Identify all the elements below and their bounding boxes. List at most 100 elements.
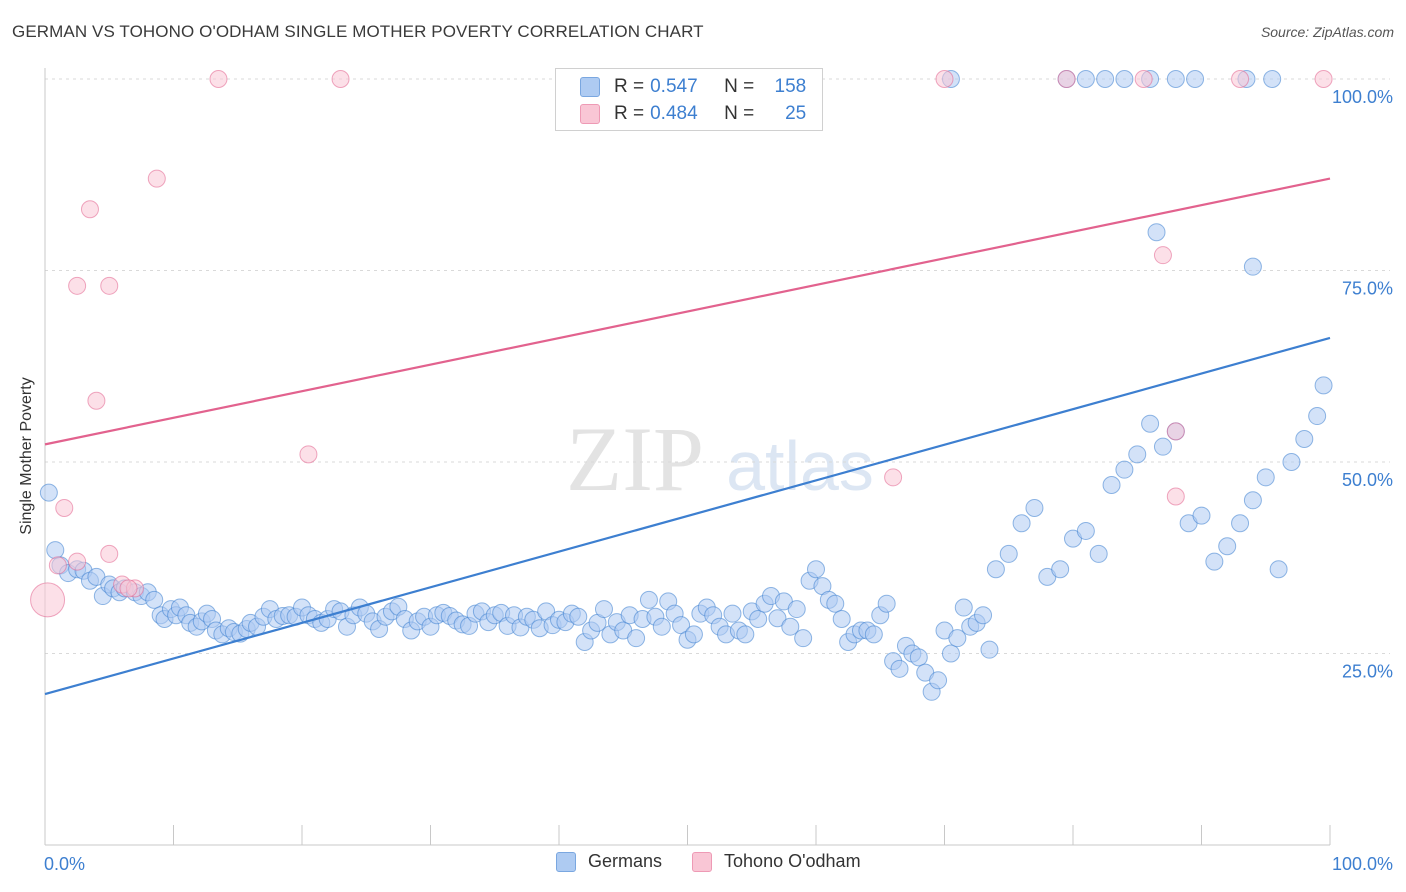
tohono-point xyxy=(1057,70,1076,88)
germans-point xyxy=(1282,453,1301,471)
legend-item-tohono[interactable]: Tohono O'odham xyxy=(692,851,861,872)
germans-point xyxy=(980,640,999,659)
tohono-point xyxy=(30,582,66,618)
tohono-point xyxy=(884,468,903,487)
germans-point xyxy=(941,644,960,663)
germans-point xyxy=(890,659,909,678)
germans-swatch xyxy=(580,77,600,97)
germans-point xyxy=(1089,544,1108,563)
r-value: 0.484 xyxy=(650,103,698,124)
germans-trend-line xyxy=(44,336,1331,696)
germans-point xyxy=(1147,223,1166,242)
germans-point xyxy=(768,609,787,628)
tohono-point xyxy=(147,169,166,188)
germans-point xyxy=(781,617,800,636)
n-label: N = xyxy=(724,103,755,124)
tohono-point xyxy=(1231,70,1250,88)
r-value: 0.547 xyxy=(650,76,698,97)
germans-point xyxy=(39,483,58,502)
n-value: 25 xyxy=(785,103,807,124)
y-tick-label: 25.0% xyxy=(1342,662,1393,682)
tohono-point xyxy=(1134,70,1153,88)
x-tick-label: 100.0% xyxy=(1332,854,1393,874)
legend-item-germans[interactable]: Germans xyxy=(556,851,662,872)
germans-point xyxy=(736,625,755,644)
x-tick-label: 0.0% xyxy=(44,854,85,874)
germans-point xyxy=(1102,475,1121,494)
germans-point xyxy=(787,600,806,619)
legend-row-tohono: R = 0.484 N = 25 xyxy=(580,102,806,126)
germans-point xyxy=(684,625,703,644)
germans-point xyxy=(909,648,928,667)
germans-point xyxy=(1186,70,1205,88)
legend-label-tohono: Tohono O'odham xyxy=(724,851,861,871)
tohono-point xyxy=(935,70,954,88)
tohono-point xyxy=(68,552,87,571)
germans-point xyxy=(749,610,768,629)
germans-point xyxy=(723,604,742,623)
tohono-point xyxy=(55,498,74,517)
germans-point xyxy=(627,629,646,648)
germans-point xyxy=(1025,498,1044,517)
y-tick-label: 75.0% xyxy=(1342,279,1393,299)
tohono-point xyxy=(331,70,350,88)
tohono-point xyxy=(80,200,99,219)
germans-point xyxy=(794,629,813,648)
germans-point xyxy=(826,594,845,613)
germans-point xyxy=(832,610,851,629)
germans-point xyxy=(999,544,1018,563)
germans-point xyxy=(1076,70,1095,88)
germans-point xyxy=(1115,460,1134,479)
germans-point xyxy=(1308,407,1327,426)
n-value: 158 xyxy=(774,76,807,97)
germans-point xyxy=(145,590,164,609)
tohono-point xyxy=(299,445,318,464)
correlation-legend: R = 0.547 N = 158 R = 0.484 N = 25 xyxy=(555,68,823,131)
tohono-point xyxy=(1153,246,1172,265)
tohono-swatch xyxy=(580,104,600,124)
y-tick-label: 100.0% xyxy=(1332,87,1393,107)
tohono-point xyxy=(1166,487,1185,506)
germans-point xyxy=(594,600,613,619)
series-legend: Germans Tohono O'odham xyxy=(556,851,891,872)
tohono-point xyxy=(68,276,87,295)
germans-point xyxy=(1231,514,1250,533)
watermark-zip: ZIP xyxy=(566,408,704,510)
germans-point xyxy=(807,560,825,579)
legend-row-germans: R = 0.547 N = 158 xyxy=(580,75,806,99)
germans-point xyxy=(1012,514,1031,533)
germans-point xyxy=(954,598,973,617)
tohono-point xyxy=(100,276,119,295)
germans-point xyxy=(1295,430,1314,449)
tohono-trend-line xyxy=(44,177,1331,446)
germans-point xyxy=(1218,537,1237,556)
germans-point xyxy=(1115,70,1134,88)
germans-point xyxy=(1243,257,1262,276)
germans-point xyxy=(1141,414,1160,433)
germans-point xyxy=(1096,70,1115,88)
germans-point xyxy=(1192,506,1211,525)
germans-point xyxy=(46,541,65,560)
tohono-legend-swatch xyxy=(692,851,713,872)
germans-point xyxy=(948,629,967,648)
germans-point xyxy=(639,590,658,609)
germans-point xyxy=(1128,445,1147,464)
germans-point xyxy=(974,606,993,625)
chart-title: GERMAN VS TOHONO O'ODHAM SINGLE MOTHER P… xyxy=(12,22,704,41)
germans-point xyxy=(652,617,671,636)
source-label: Source: ZipAtlas.com xyxy=(1260,24,1394,40)
germans-point xyxy=(1256,468,1275,487)
tohono-point xyxy=(87,391,106,410)
germans-point xyxy=(1076,521,1095,540)
r-label: R = xyxy=(614,103,645,124)
germans-point xyxy=(1205,552,1224,571)
germans-point xyxy=(1243,491,1262,510)
tohono-point xyxy=(209,70,228,88)
germans-point xyxy=(1263,70,1282,88)
germans-point xyxy=(864,625,883,644)
germans-point xyxy=(986,560,1005,579)
germans-point xyxy=(1051,560,1070,579)
germans-point xyxy=(1314,376,1333,395)
tohono-point xyxy=(1166,422,1185,441)
